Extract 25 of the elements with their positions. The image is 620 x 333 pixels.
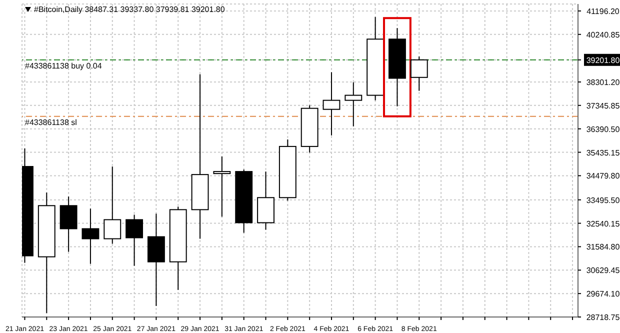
y-tick-label: 33495.50	[586, 196, 620, 205]
candlestick	[322, 72, 340, 136]
candlestick	[344, 82, 362, 127]
y-tick-label: 35435.15	[586, 148, 620, 158]
y-tick-label: 39201.80	[586, 56, 620, 65]
y-tick-label: 30629.45	[586, 266, 620, 276]
candlestick	[213, 156, 231, 218]
y-tick-label: 32540.15	[586, 219, 620, 228]
y-tick-label: 31584.80	[586, 242, 620, 252]
y-tick-label: 38301.20	[586, 78, 620, 87]
y-tick-label: 28718.75	[586, 313, 620, 322]
y-tick-label: 29674.10	[586, 290, 620, 299]
candlestick	[104, 166, 122, 244]
y-tick-label: 41196.20	[586, 6, 620, 16]
ref-line-label: #433861138 buy 0.04	[25, 62, 102, 71]
y-tick-label: 34479.80	[586, 172, 620, 181]
candlestick	[126, 214, 144, 266]
candlestick	[82, 208, 100, 264]
y-tick-label: 37345.85	[586, 101, 620, 110]
y-tick-label: 40240.85	[586, 30, 620, 40]
y-tick-label: 36390.50	[586, 124, 620, 134]
chart-title: #Bitcoin,Daily 38487.31 39337.80 37939.81 39201.80	[34, 5, 225, 14]
candlestick	[60, 196, 78, 252]
ref-line-label: #433861138 sl	[25, 118, 78, 128]
candlestick	[410, 56, 428, 92]
